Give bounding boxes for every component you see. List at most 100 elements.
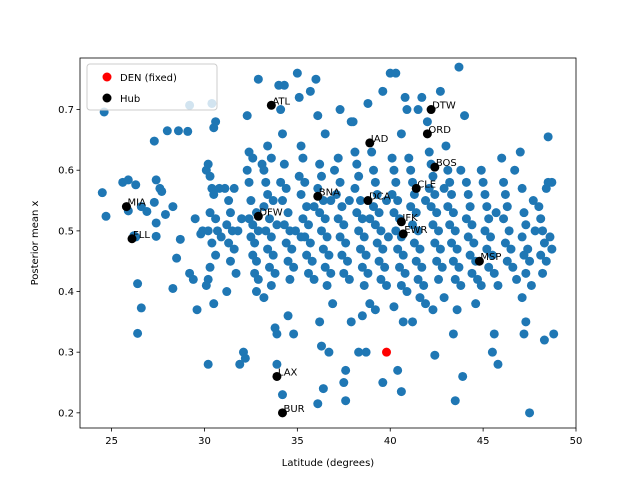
airport-point: [261, 226, 271, 236]
airport-point: [346, 317, 356, 327]
airport-point: [101, 211, 111, 221]
airport-point: [290, 226, 300, 236]
airport-point: [489, 329, 499, 339]
airport-point: [428, 220, 438, 230]
airport-point: [434, 226, 444, 236]
airport-point: [320, 214, 330, 224]
airport-point: [224, 196, 234, 206]
airport-point: [192, 305, 202, 315]
airport-point: [209, 299, 219, 309]
airport-point: [448, 208, 458, 218]
x-axis-label: Latitude (degrees): [282, 458, 374, 469]
hub-label-bos: BOS: [436, 158, 457, 169]
airport-point: [528, 196, 538, 206]
airport-point: [409, 238, 419, 248]
airport-point: [378, 378, 388, 388]
airport-point: [411, 208, 421, 218]
airport-point: [361, 250, 371, 260]
airport-point: [253, 226, 263, 236]
airport-point: [279, 159, 289, 169]
airport-point: [413, 226, 423, 236]
airport-point: [237, 214, 247, 224]
airport-point: [396, 280, 406, 290]
airport-point: [408, 220, 418, 230]
airport-point: [370, 220, 380, 230]
airport-point: [508, 262, 518, 272]
airport-point: [359, 280, 369, 290]
x-tick-label: 45: [477, 436, 490, 447]
airport-point: [333, 153, 343, 163]
airport-point: [549, 329, 559, 339]
airport-point: [350, 147, 360, 157]
airport-point: [302, 202, 312, 212]
airport-point: [294, 171, 304, 181]
airport-point: [311, 74, 321, 84]
airport-point: [324, 250, 334, 260]
airport-point: [448, 256, 458, 266]
airport-point: [318, 244, 328, 254]
airport-point: [432, 256, 442, 266]
x-tick-label: 50: [570, 436, 583, 447]
airport-point: [250, 238, 260, 248]
airport-point: [259, 293, 269, 303]
airport-point: [151, 231, 161, 241]
airport-point: [461, 177, 471, 187]
hub-label-fll: FLL: [133, 230, 150, 241]
airport-point: [335, 232, 345, 242]
airport-point: [486, 232, 496, 242]
airport-point: [216, 232, 226, 242]
hub-label-iad: IAD: [371, 134, 389, 145]
hub-label-atl: ATL: [272, 96, 290, 107]
y-tick-label: 0.4: [58, 287, 74, 298]
airport-point: [289, 262, 299, 272]
airport-point: [452, 244, 462, 254]
fixed-point-den: [382, 347, 392, 357]
airport-point: [480, 226, 490, 236]
airport-point: [482, 202, 492, 212]
airport-point: [393, 244, 403, 254]
airport-point: [283, 208, 293, 218]
airport-point: [341, 238, 351, 248]
airport-point: [428, 171, 438, 181]
airport-point: [281, 183, 291, 193]
airport-point: [428, 305, 438, 315]
airport-point: [266, 153, 276, 163]
airport-point: [521, 317, 531, 327]
airport-point: [370, 177, 380, 187]
airport-point: [361, 347, 371, 357]
airport-point: [316, 171, 326, 181]
airport-point: [391, 177, 401, 187]
airport-point: [391, 68, 401, 78]
airport-point: [517, 293, 527, 303]
airport-point: [534, 202, 544, 212]
hub-point-bna: [313, 191, 323, 201]
airport-point: [504, 226, 514, 236]
airport-point: [211, 214, 221, 224]
airport-point: [417, 92, 427, 102]
airport-point: [500, 189, 510, 199]
airport-point: [289, 329, 299, 339]
airport-point: [266, 280, 276, 290]
airport-point: [463, 189, 473, 199]
airport-point: [354, 171, 364, 181]
airport-point: [205, 262, 215, 272]
airport-point: [330, 165, 340, 175]
plot-frame: [79, 57, 577, 429]
airport-point: [183, 126, 193, 136]
airport-point: [541, 256, 551, 266]
airport-point: [547, 177, 557, 187]
airport-point: [294, 92, 304, 102]
hub-label-ord: ORD: [428, 125, 451, 136]
airport-point: [251, 287, 261, 297]
airport-point: [339, 268, 349, 278]
legend-label-fixed: DEN (fixed): [120, 73, 177, 84]
airport-point: [543, 132, 553, 142]
airport-point: [335, 105, 345, 115]
hub-label-dtw: DTW: [432, 101, 456, 112]
airport-point: [378, 86, 388, 96]
airport-point: [370, 305, 380, 315]
airport-point: [283, 256, 293, 266]
airport-point: [205, 208, 215, 218]
airport-point: [229, 183, 239, 193]
